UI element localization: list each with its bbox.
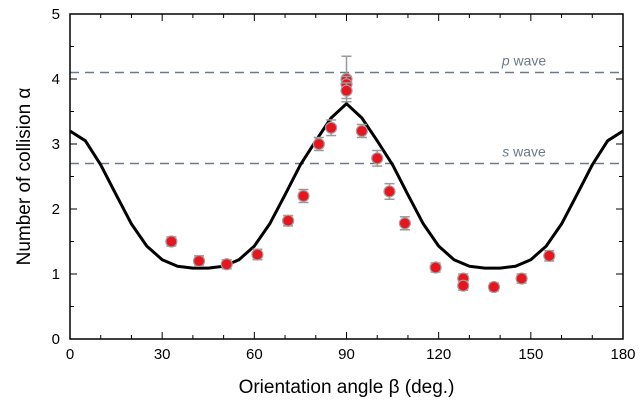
x-tick-label: 150 — [518, 346, 543, 363]
y-tick-label: 5 — [52, 6, 60, 23]
model-curve-layer — [69, 102, 624, 270]
reference-line-label: p wave — [501, 53, 547, 69]
data-point-group — [325, 119, 338, 137]
data-point-group — [487, 280, 501, 294]
data-point-group — [297, 188, 310, 204]
data-point-group — [355, 123, 368, 139]
data-points-layer — [165, 55, 556, 294]
data-point-group — [371, 149, 384, 167]
data-point-group — [192, 254, 206, 268]
data-point-group — [251, 248, 264, 261]
y-tick-label: 1 — [52, 266, 60, 283]
x-tick-label: 90 — [338, 346, 355, 363]
x-axis-label: Orientation angle β (deg.) — [239, 377, 455, 398]
data-point-group — [429, 261, 442, 274]
data-point — [355, 124, 368, 138]
data-point — [297, 189, 310, 203]
data-point — [220, 258, 233, 271]
data-point-group — [383, 182, 396, 200]
data-point-group — [282, 214, 295, 227]
y-tick-label: 4 — [52, 71, 60, 88]
data-point — [543, 249, 556, 262]
x-tick-label: 60 — [246, 346, 263, 363]
x-tick-label: 180 — [610, 346, 635, 363]
data-point — [487, 280, 501, 294]
data-point — [398, 217, 411, 230]
data-point — [429, 261, 442, 274]
data-point-group — [543, 249, 556, 262]
y-tick-label: 3 — [52, 136, 60, 153]
data-point — [325, 121, 338, 134]
axis-tick-labels: 0 30 60 90 120 150 180 0 1 2 3 4 5 — [52, 6, 636, 363]
data-point — [165, 235, 178, 248]
axis-ticks — [69, 13, 624, 340]
data-point — [340, 84, 353, 97]
data-point — [515, 272, 528, 285]
data-point — [312, 137, 325, 151]
y-axis-label: Number of collision α — [14, 88, 35, 266]
data-point-group — [165, 235, 178, 248]
data-point — [371, 152, 384, 165]
x-tick-label: 30 — [154, 346, 171, 363]
x-tick-label: 0 — [66, 346, 74, 363]
data-point-group — [515, 272, 528, 285]
data-point — [457, 279, 470, 292]
data-point — [251, 248, 264, 261]
y-tick-label: 0 — [52, 331, 60, 348]
data-point-group — [312, 136, 325, 152]
data-point-group — [457, 279, 470, 292]
y-tick-label: 2 — [52, 201, 60, 218]
data-point — [383, 185, 396, 198]
x-tick-label: 120 — [426, 346, 451, 363]
data-point-group — [220, 258, 233, 271]
model-curve — [69, 102, 624, 270]
data-point-group — [340, 82, 353, 100]
data-point — [282, 214, 295, 227]
reference-line-label: s wave — [502, 144, 546, 160]
data-point — [192, 254, 206, 268]
data-point-group — [398, 216, 411, 231]
